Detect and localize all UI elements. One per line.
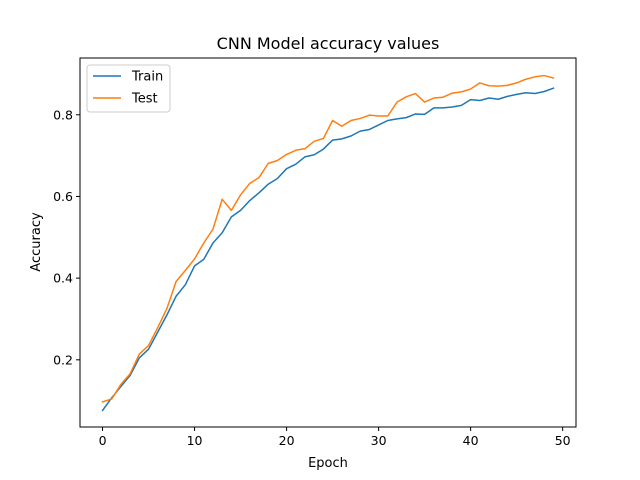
legend: Train Test: [86, 64, 171, 113]
y-tick-label: 0.8: [53, 107, 73, 122]
x-tick-label: 40: [463, 433, 479, 448]
x-tick-label: 20: [279, 433, 295, 448]
series-lines: [101, 74, 555, 412]
y-tick-label: 0.6: [53, 189, 73, 204]
series-line-test: [101, 74, 555, 403]
y-tick-label: 0.4: [53, 271, 73, 286]
y-axis-label: Accuracy: [29, 212, 44, 272]
legend-label-train: Train: [131, 70, 163, 85]
x-axis-label: Epoch: [308, 456, 348, 471]
x-tick-label: 0: [99, 433, 107, 448]
x-tick-label: 50: [555, 433, 571, 448]
y-tick-label: 0.2: [53, 352, 73, 367]
axes-frame: [79, 57, 577, 428]
axis-ticks: 0 10 20 30 40 50 0.2 0.4 0.6 0.8: [53, 107, 571, 448]
series-line-train: [101, 87, 555, 412]
x-tick-label: 10: [187, 433, 203, 448]
x-tick-label: 30: [371, 433, 387, 448]
chart-title: CNN Model accuracy values: [217, 34, 440, 53]
legend-label-test: Test: [131, 92, 158, 107]
plot-area: [80, 58, 576, 427]
